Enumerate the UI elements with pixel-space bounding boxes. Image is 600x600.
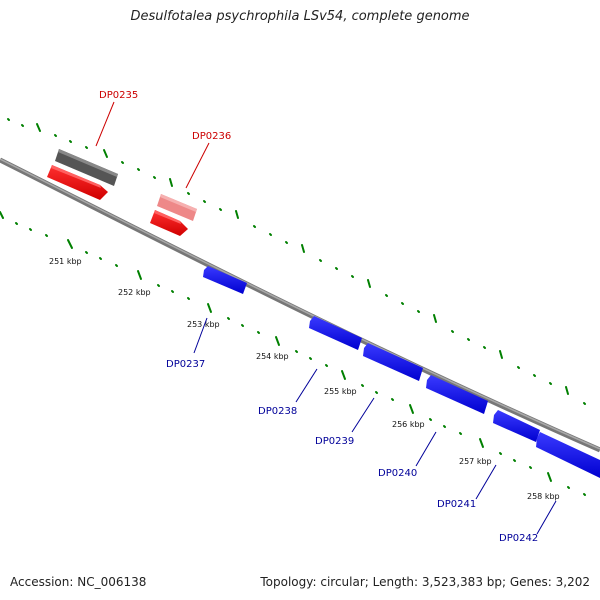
outer-tick-track [7,118,586,405]
leader-DP0239 [351,397,375,433]
leader-DP0240 [415,431,437,467]
accession-text: Accession: NC_006138 [10,575,147,589]
label-leaders [95,101,557,535]
gene-arrow-DP0239[interactable] [363,343,423,381]
scale-label: 252 kbp [118,288,151,297]
gene-label-DP0241[interactable]: DP0241 [437,499,476,510]
gene-arrow-DP0236[interactable] [150,210,188,236]
gene-arrow-DP0235[interactable] [47,165,108,200]
genome-backbone [0,157,600,453]
leader-DP0238 [295,368,318,403]
gene-arrow-DP0240[interactable] [426,375,488,414]
leader-DP0235 [95,101,115,147]
gene-arrow-DP0237[interactable] [203,266,247,294]
gene-labels: DP0235 DP0236 DP0237 DP0238 DP0239 DP024… [99,90,538,544]
gene-label-DP0236[interactable]: DP0236 [192,131,231,142]
gene-label-DP0242[interactable]: DP0242 [499,533,538,544]
gene-arrow-DP0242[interactable] [536,432,600,478]
scale-label: 256 kbp [392,420,425,429]
gene-label-DP0239[interactable]: DP0239 [315,436,354,447]
leader-DP0242 [536,500,557,535]
topology-text: Topology: circular; Length: 3,523,383 bp… [260,575,590,589]
leader-DP0237 [193,317,208,354]
scale-label: 258 kbp [527,492,560,501]
scale-label: 255 kbp [324,387,357,396]
gene-arrow-DP0238[interactable] [309,316,362,350]
leader-DP0241 [475,464,497,500]
gene-label-DP0237[interactable]: DP0237 [166,359,205,370]
scale-labels: 251 kbp 252 kbp 253 kbp 254 kbp 255 kbp … [49,257,560,501]
gene-label-DP0235[interactable]: DP0235 [99,90,138,101]
gene-label-DP0238[interactable]: DP0238 [258,406,297,417]
gene-arrow-DP0241[interactable] [493,410,540,442]
scale-label: 253 kbp [187,320,220,329]
gene-label-DP0240[interactable]: DP0240 [378,468,417,479]
map-title: Desulfotalea psychrophila LSv54, complet… [130,9,470,24]
gene-bar-DP0236-light[interactable] [157,194,197,221]
scale-label: 257 kbp [459,457,492,466]
inner-tick-track [0,211,586,496]
neighbor-gene-bar[interactable] [55,149,118,186]
scale-label: 254 kbp [256,352,289,361]
leader-DP0236 [185,142,210,189]
scale-label: 251 kbp [49,257,82,266]
